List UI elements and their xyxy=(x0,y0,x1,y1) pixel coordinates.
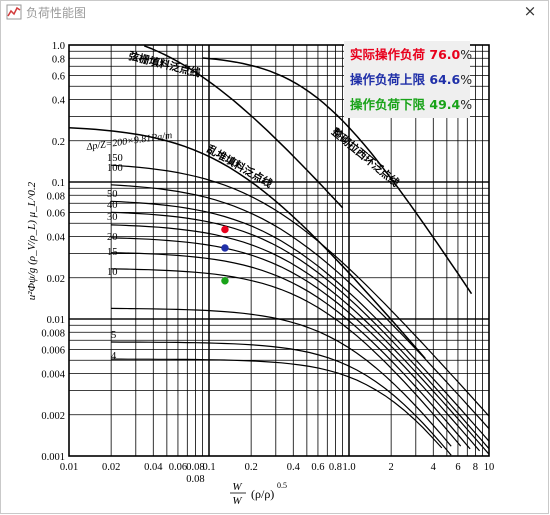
pressure-drop-value-label: 5 xyxy=(111,330,116,341)
chart-app-icon xyxy=(6,4,22,20)
y-tick-label: 0.006 xyxy=(41,345,65,356)
y-tick-label: 0.002 xyxy=(41,411,65,422)
x-axis-label: WW (ρ/ρ)0.5 xyxy=(230,481,287,507)
upper-load-value: 64.6 xyxy=(429,72,461,87)
title-bar: 负荷性能图 × xyxy=(1,1,548,23)
actual-load-point xyxy=(221,225,229,234)
actual-load-label: 实际操作负荷 xyxy=(350,47,426,62)
pressure-drop-curve xyxy=(111,252,471,450)
y-axis-label: u²Φψ/g (ρ_V/ρ_L) μ_L^0.2 xyxy=(26,181,38,300)
y-axis-label-text: u²Φψ/g (ρ_V/ρ_L) μ_L^0.2 xyxy=(26,181,38,300)
y-tick-label: 0.004 xyxy=(41,370,65,381)
x-tick-label: 0.06 xyxy=(169,462,187,473)
y-tick-label: 0.4 xyxy=(52,96,66,107)
actual-load-row: 实际操作负荷 76.0% xyxy=(350,44,472,63)
lower-load-value: 49.4 xyxy=(429,97,461,112)
y-tick-label: 0.008 xyxy=(41,328,65,339)
actual-load-unit: % xyxy=(460,47,473,62)
pressure-drop-value-label: 50 xyxy=(107,189,118,200)
close-button[interactable]: × xyxy=(523,2,537,20)
pressure-drop-curve xyxy=(111,358,443,449)
random-packing-flood-curve xyxy=(68,126,426,359)
pressure-drop-curve xyxy=(111,307,452,447)
pressure-drop-curve xyxy=(111,184,490,430)
window-title: 负荷性能图 xyxy=(26,6,87,20)
y-tick-label: 0.04 xyxy=(47,233,66,244)
lower-load-row: 操作负荷下限 49.4% xyxy=(350,94,472,113)
y-tick-label: 0.02 xyxy=(47,274,65,285)
pressure-drop-curve xyxy=(111,224,490,455)
regular-packing-flood-curve xyxy=(143,45,344,209)
y-tick-label: 0.2 xyxy=(52,137,65,148)
lower-load-label: 操作负荷下限 xyxy=(350,97,426,112)
chart-curves xyxy=(68,45,490,456)
x-tick-label: 0.1 xyxy=(202,462,215,473)
y-tick-label: 0.06 xyxy=(47,208,65,219)
pressure-drop-curve xyxy=(111,237,481,452)
x-tick-label: 0.2 xyxy=(245,462,258,473)
x-axis-label-numerator: W xyxy=(232,481,242,493)
upper-load-label: 操作负荷上限 xyxy=(350,72,426,87)
pressure-drop-value-label: 4 xyxy=(111,351,117,362)
chart-points xyxy=(221,225,229,285)
chart-ticks: 0.01 0.02 0.04 0.06 0.080.1 0.2 0.4 0.6 0.8 1.0 2 4… xyxy=(41,41,494,485)
pressure-drop-value-label: 20 xyxy=(107,232,118,243)
x-axis-label-ratio: (ρ/ρ) xyxy=(251,487,274,501)
y-tick-label: 1.0 xyxy=(52,41,65,52)
x-tick-label: 0.8 xyxy=(329,462,342,473)
pressure-drop-curve xyxy=(111,211,490,450)
y-tick-label: 0.08 xyxy=(47,191,65,202)
upper-load-row: 操作负荷上限 64.6% xyxy=(350,69,472,88)
lower-load-point xyxy=(221,277,229,285)
x-tick-label: 0.4 xyxy=(287,462,301,473)
x-tick-label: 4 xyxy=(431,462,437,473)
x-tick-label: 8 xyxy=(473,462,478,473)
pressure-drop-value-label: 10 xyxy=(107,267,118,278)
y-tick-label: 0.1 xyxy=(52,178,65,189)
x-axis-label-exponent: 0.5 xyxy=(277,481,287,490)
pressure-drop-curve xyxy=(111,200,490,442)
x-tick-label: 2 xyxy=(389,462,394,473)
actual-load-value: 76.0 xyxy=(429,47,461,62)
upper-load-point xyxy=(221,244,229,252)
pressure-drop-value-label: 100 xyxy=(107,163,123,174)
x-tick-label: 6 xyxy=(455,462,460,473)
y-tick-label: 0.6 xyxy=(52,71,65,82)
y-tick-label: 0.01 xyxy=(47,315,65,326)
x-tick-label: 1.0 xyxy=(342,462,355,473)
x-tick-label: 10 xyxy=(484,462,495,473)
pressure-drop-curve xyxy=(111,164,490,417)
y-tick-label: 0.8 xyxy=(52,54,65,65)
lower-load-unit: % xyxy=(460,97,473,112)
x-tick-label: 0.08 xyxy=(186,462,204,473)
x-tick-label: 0.02 xyxy=(102,462,120,473)
upper-load-unit: % xyxy=(460,72,473,87)
pressure-drop-value-label: 15 xyxy=(107,247,118,258)
load-status-panel: 实际操作负荷 76.0% 操作负荷上限 64.6% 操作负荷下限 49.4% xyxy=(344,41,472,118)
pressure-drop-curve xyxy=(111,268,462,447)
x-tick-label: 0.01 xyxy=(60,462,78,473)
y-tick-label: 0.001 xyxy=(41,452,65,463)
pressure-drop-value-label: 30 xyxy=(107,212,118,223)
x-tick-label: 0.08 xyxy=(186,474,204,485)
ordered-packing-flood-curve xyxy=(202,57,473,295)
x-tick-label: 0.6 xyxy=(311,462,324,473)
pressure-drop-curve xyxy=(111,341,452,456)
x-tick-label: 0.04 xyxy=(144,462,163,473)
pressure-drop-value-label: 150 xyxy=(107,153,123,164)
pressure-drop-value-label: 40 xyxy=(107,200,118,211)
x-axis-label-denominator: W xyxy=(232,495,242,507)
